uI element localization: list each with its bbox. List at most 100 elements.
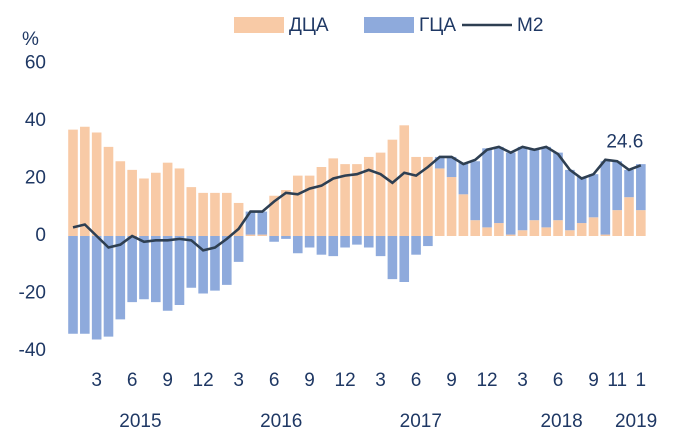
bar: [151, 172, 161, 236]
bar: [375, 152, 386, 236]
x-tick-label: 3: [233, 370, 244, 391]
x-tick-label: 9: [446, 370, 457, 391]
x-tick-label: 9: [162, 370, 173, 391]
x-tick-label: 6: [127, 370, 138, 391]
bar: [316, 167, 327, 236]
bar: [553, 220, 563, 236]
bar: [269, 236, 279, 242]
bar: [210, 236, 220, 291]
bar: [494, 146, 504, 224]
bar: [198, 192, 208, 236]
bar: [91, 236, 102, 340]
bar: [470, 220, 481, 236]
legend-label: М2: [517, 15, 543, 36]
bar: [636, 164, 646, 211]
legend-swatch: [364, 17, 414, 33]
bar: [588, 174, 599, 218]
bar: [411, 236, 421, 255]
bar: [186, 187, 197, 236]
bar: [151, 236, 161, 303]
bar: [198, 236, 208, 294]
bar: [257, 211, 268, 235]
bar: [482, 227, 492, 236]
bar: [600, 234, 611, 236]
legend-swatch: [234, 17, 284, 33]
bar: [505, 234, 516, 236]
bar: [423, 236, 433, 247]
bar: [139, 236, 149, 300]
bar: [517, 146, 528, 231]
bar: [174, 236, 185, 305]
year-label: 2017: [400, 411, 442, 432]
unit-label: %: [22, 29, 39, 50]
x-tick-label: 3: [517, 370, 528, 391]
legend-label: ДЦА: [289, 15, 329, 36]
line: [72, 145, 642, 252]
bar: [186, 236, 197, 288]
bar: [127, 169, 137, 236]
bar: [600, 161, 611, 235]
bar: [612, 161, 622, 211]
bar: [210, 192, 220, 236]
x-tick-label: 3: [91, 370, 102, 391]
bar: [624, 169, 634, 198]
bar: [221, 192, 232, 236]
y-tick-label: -40: [19, 340, 46, 361]
bar: [446, 177, 457, 236]
y-tick-label: 20: [25, 168, 46, 189]
bar: [387, 139, 398, 236]
bar: [411, 156, 421, 236]
bar: [494, 223, 504, 236]
bar: [505, 152, 516, 235]
bar: [292, 236, 303, 254]
bar: [174, 168, 185, 236]
bar: [553, 152, 563, 221]
bar: [612, 210, 622, 236]
x-tick-label: 6: [553, 370, 564, 391]
bar: [103, 146, 114, 236]
bar: [269, 195, 279, 236]
bar: [162, 236, 173, 311]
bar: [68, 236, 78, 334]
bar: [352, 164, 362, 236]
bar: [423, 156, 433, 236]
bar: [115, 236, 126, 320]
bar: [458, 194, 469, 236]
bar: [470, 161, 481, 221]
bar: [162, 162, 173, 236]
value-label: 24.6: [606, 131, 643, 152]
x-tick-label: 1: [636, 370, 647, 391]
bar: [292, 175, 303, 236]
year-label: 2018: [540, 411, 582, 432]
year-label: 2015: [119, 411, 161, 432]
bar: [399, 125, 410, 236]
bar: [363, 156, 374, 236]
bar: [434, 168, 445, 236]
bar: [304, 175, 315, 236]
bar: [328, 158, 339, 236]
bar: [340, 164, 350, 236]
bar: [233, 202, 244, 236]
bar: [80, 236, 90, 334]
x-tick-label: 9: [588, 370, 599, 391]
bar: [127, 236, 137, 303]
bar: [328, 236, 339, 257]
bar: [576, 223, 587, 236]
x-tick-label: 9: [304, 370, 315, 391]
bar: [446, 156, 457, 178]
bar: [316, 236, 327, 255]
x-tick-label: 6: [411, 370, 422, 391]
x-tick-label: 12: [193, 370, 214, 391]
bar: [115, 161, 126, 236]
x-tick-label: 12: [335, 370, 356, 391]
legend-label: ГЦА: [419, 15, 456, 36]
bar: [482, 148, 492, 228]
bar: [281, 236, 291, 239]
y-tick-label: 40: [25, 110, 46, 131]
bar: [233, 236, 244, 262]
bar: [363, 236, 374, 248]
bar: [541, 227, 551, 236]
bar: [375, 236, 386, 257]
bar: [387, 236, 398, 280]
bar: [245, 234, 256, 236]
